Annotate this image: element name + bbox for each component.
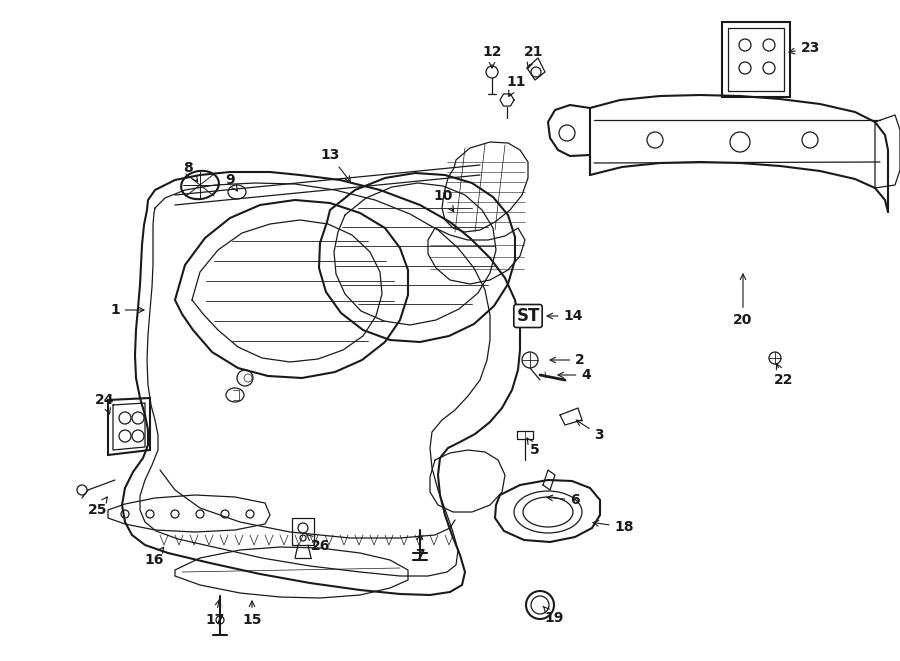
Text: 5: 5 — [526, 438, 540, 457]
Text: 7: 7 — [415, 534, 425, 562]
Text: 11: 11 — [506, 75, 526, 97]
Text: 9: 9 — [225, 173, 238, 191]
Text: 8: 8 — [183, 161, 198, 182]
Text: 14: 14 — [547, 309, 583, 323]
Text: 23: 23 — [789, 41, 820, 55]
Text: 24: 24 — [95, 393, 114, 414]
Bar — [722, 22, 790, 97]
Text: 25: 25 — [88, 497, 107, 517]
Text: 4: 4 — [558, 368, 591, 382]
Text: 3: 3 — [576, 420, 604, 442]
Text: 19: 19 — [543, 606, 563, 625]
Text: 17: 17 — [205, 600, 225, 627]
Text: 13: 13 — [320, 148, 350, 182]
Text: ST: ST — [517, 307, 540, 325]
Text: 21: 21 — [524, 45, 543, 68]
Text: 16: 16 — [144, 547, 164, 567]
Text: 26: 26 — [307, 534, 330, 553]
Bar — [728, 28, 784, 91]
Text: 20: 20 — [734, 274, 752, 327]
Text: 1: 1 — [110, 303, 144, 317]
Text: 22: 22 — [774, 364, 794, 387]
Text: 10: 10 — [433, 189, 454, 212]
Text: 6: 6 — [547, 493, 580, 507]
Text: 15: 15 — [242, 601, 262, 627]
Text: 2: 2 — [550, 353, 585, 367]
Text: 12: 12 — [482, 45, 502, 68]
Text: 18: 18 — [593, 520, 634, 534]
